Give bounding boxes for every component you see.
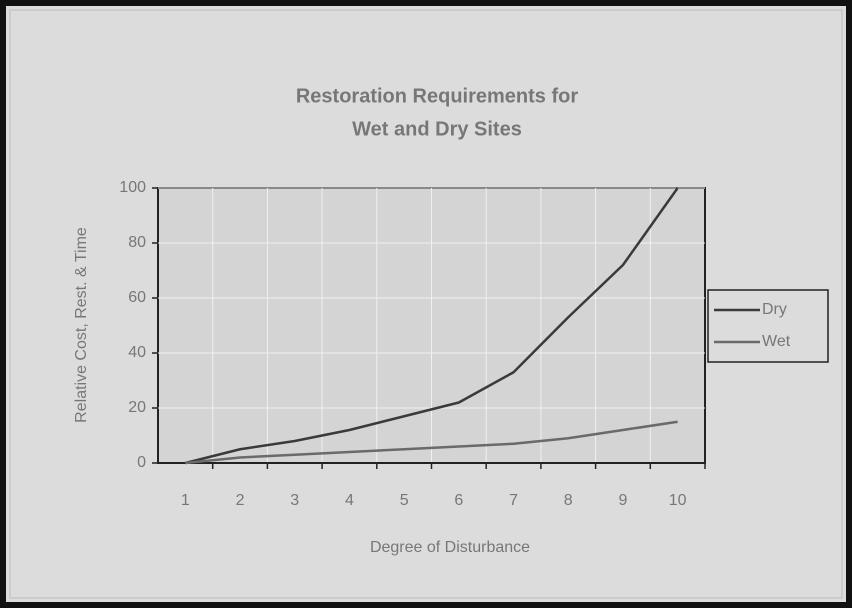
y-tick-label: 80	[128, 234, 146, 251]
x-tick-label: 6	[454, 492, 463, 509]
inner-frame	[9, 9, 843, 599]
x-tick-label: 1	[181, 492, 190, 509]
x-tick-label: 10	[669, 492, 687, 509]
x-tick-label: 4	[345, 492, 354, 509]
legend-label: Wet	[762, 333, 791, 350]
x-tick-label: 7	[509, 492, 518, 509]
legend-label: Dry	[762, 301, 787, 318]
chart-title: Wet and Dry Sites	[352, 118, 522, 140]
x-axis-label: Degree of Disturbance	[370, 539, 530, 556]
legend-box	[707, 289, 829, 363]
x-tick-label: 3	[290, 492, 299, 509]
series-line	[185, 420, 678, 465]
x-tick-label: 8	[564, 492, 573, 509]
y-tick-label: 0	[137, 454, 146, 471]
x-tick-label: 5	[400, 492, 409, 509]
x-tick-label: 9	[618, 492, 627, 509]
y-axis-label: Relative Cost, Rest. & Time	[73, 227, 90, 423]
y-tick-label: 100	[119, 179, 146, 196]
chart-title: Restoration Requirements for	[296, 85, 578, 107]
y-tick-label: 60	[128, 289, 146, 306]
series-line	[185, 187, 679, 465]
x-tick-label: 2	[236, 492, 245, 509]
y-tick-label: 20	[128, 399, 146, 416]
y-tick-label: 40	[128, 344, 146, 361]
